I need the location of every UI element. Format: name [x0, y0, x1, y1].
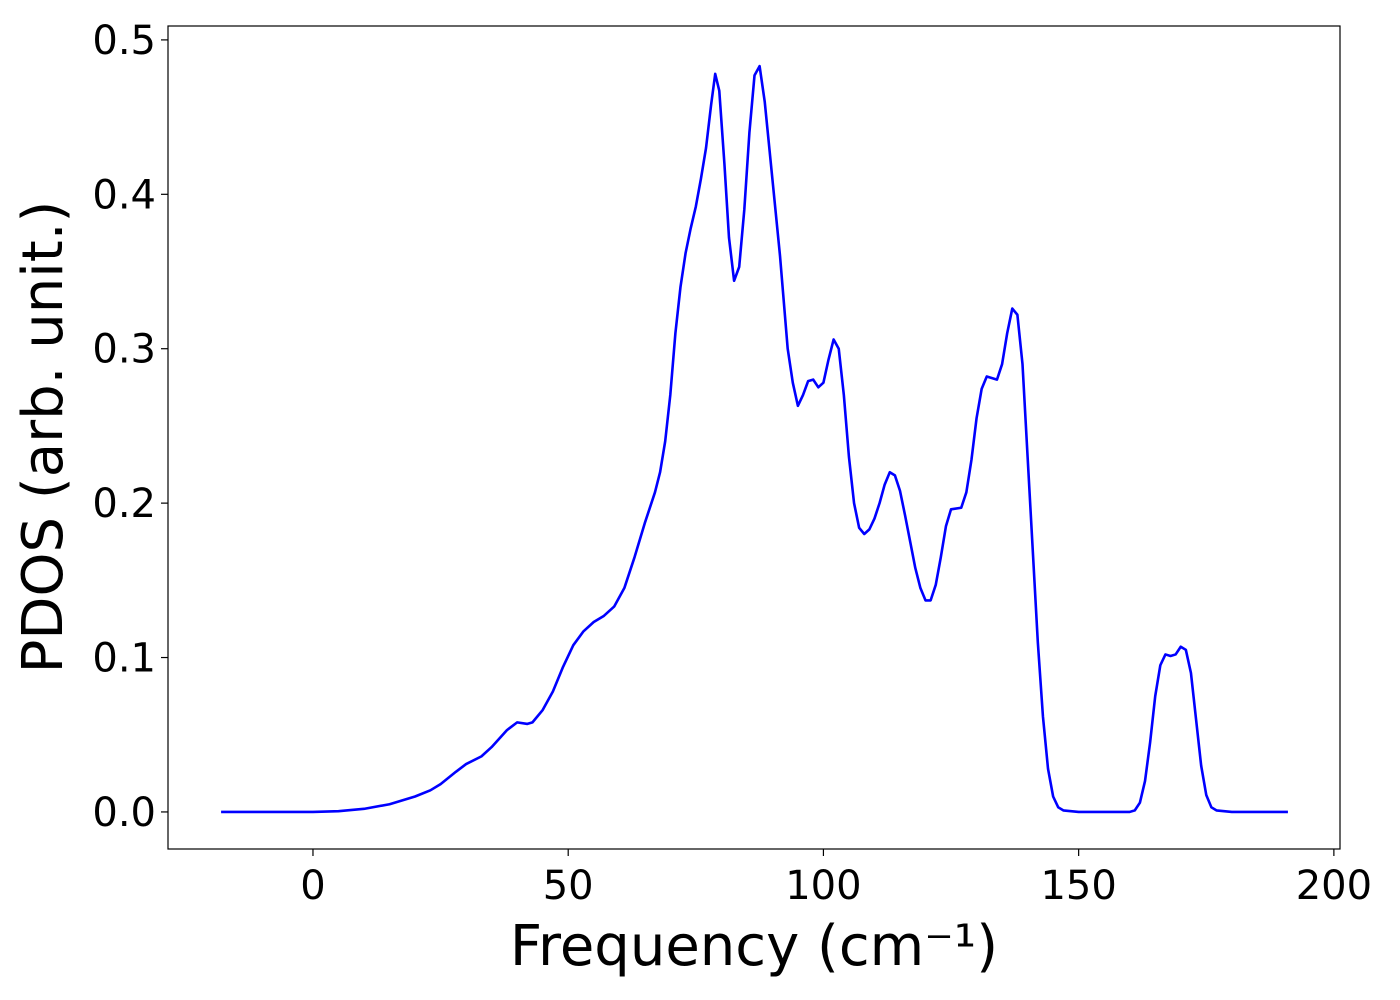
data-line: [221, 64, 1288, 814]
y-tick-label: 0.2: [92, 481, 156, 527]
y-tick-label: 0.5: [92, 18, 156, 64]
y-tick-label: 0.3: [92, 327, 156, 373]
x-tick-label: 0: [300, 863, 325, 909]
x-tick-label: 200: [1296, 863, 1372, 909]
plot-frame: [167, 25, 1341, 850]
y-tick-label: 0.4: [92, 172, 156, 218]
x-tick-label: 50: [543, 863, 594, 909]
x-tick-label: 100: [785, 863, 861, 909]
x-axis-label: Frequency (cm⁻¹): [510, 914, 998, 979]
x-tick-label: 150: [1040, 863, 1116, 909]
y-tick-label: 0.1: [92, 636, 156, 682]
y-axis-label: PDOS (arb. unit.): [11, 201, 76, 674]
y-tick-label: 0.0: [92, 790, 156, 836]
